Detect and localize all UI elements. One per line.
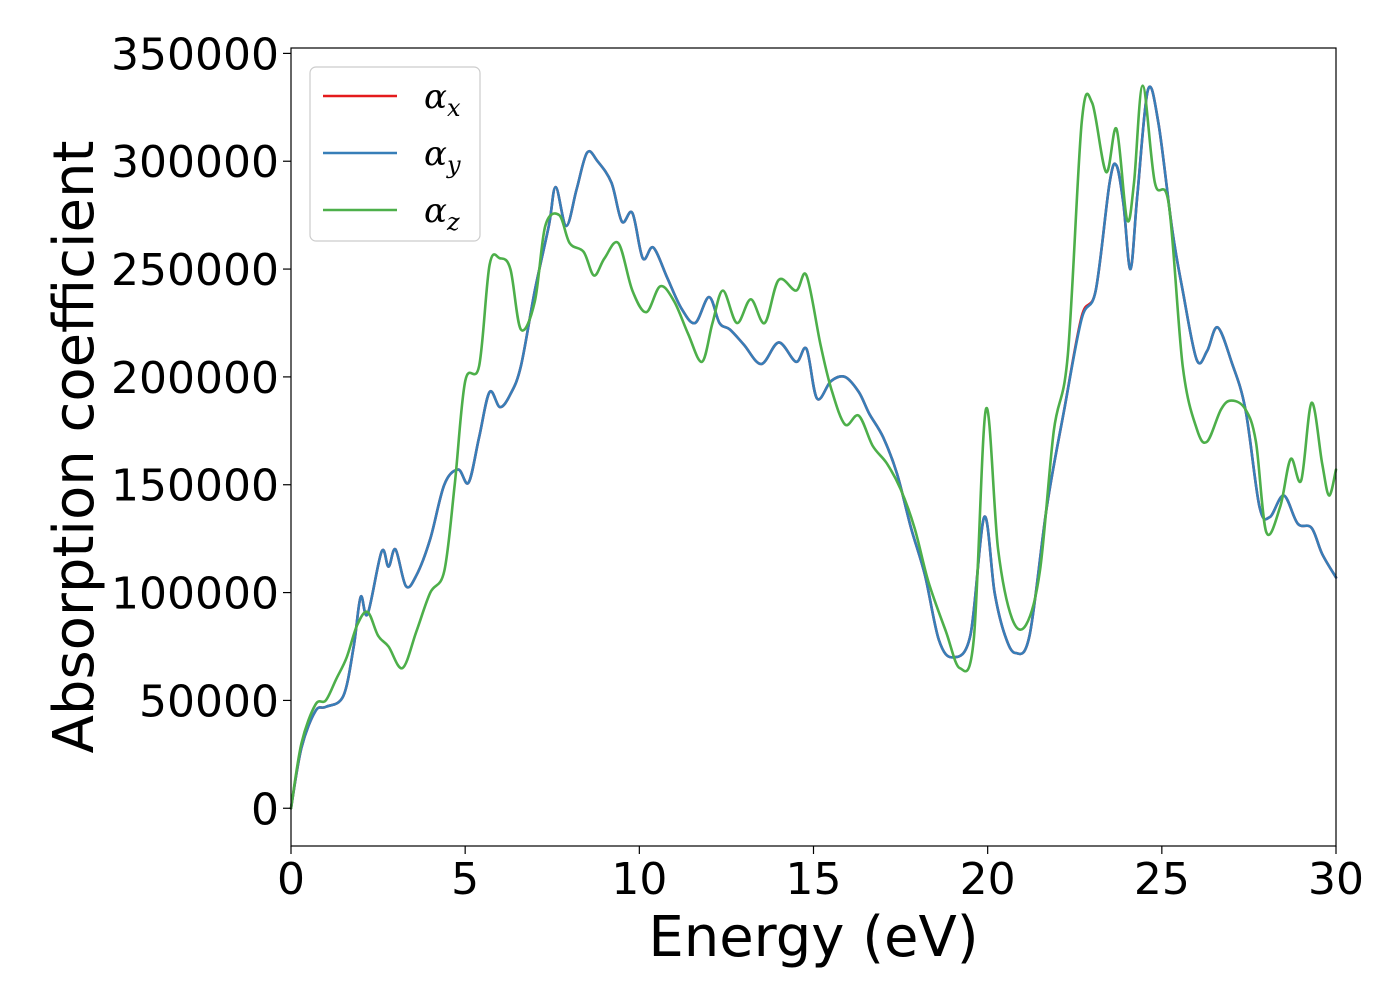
legend-label-subscript: y [446,151,461,179]
y-axis-label: Absorption coefficient [42,141,107,754]
x-axis-ticks: 0 5 10 15 20 25 30 [277,846,1364,905]
x-tick-label: 10 [611,854,667,905]
legend-label-symbol: α [424,134,447,174]
legend-label: αy [424,134,461,179]
y-axis-ticks: 0 50000 100000 150000 200000 250000 300000 3500… [111,29,291,835]
x-tick-label: 0 [277,854,305,905]
x-tick-label: 5 [451,854,479,905]
legend-item-alpha-x: αx [323,77,461,122]
x-tick-label: 30 [1308,854,1364,905]
series-line-alpha-z [289,84,1338,810]
legend-label: αx [424,77,461,122]
y-tick-label: 300000 [111,137,279,188]
x-tick-label: 25 [1134,854,1190,905]
legend-label-subscript: z [446,208,460,236]
legend-item-alpha-y: αy [323,134,461,179]
y-tick-label: 250000 [111,245,279,296]
y-tick-label: 100000 [111,569,279,620]
legend-label-symbol: α [424,191,447,231]
y-tick-label: 350000 [111,29,279,80]
legend-label-subscript: x [447,94,461,122]
series-layer [289,84,1338,810]
y-tick-label: 50000 [139,676,279,727]
x-tick-label: 15 [786,854,842,905]
x-tick-label: 20 [960,854,1016,905]
legend-item-alpha-z: αz [323,191,460,236]
legend-label-symbol: α [424,77,447,117]
y-tick-label: 200000 [111,353,279,404]
legend-label: αz [424,191,460,236]
x-axis-label: Energy (eV) [648,905,978,970]
y-tick-label: 0 [251,784,279,835]
y-tick-label: 150000 [111,461,279,512]
